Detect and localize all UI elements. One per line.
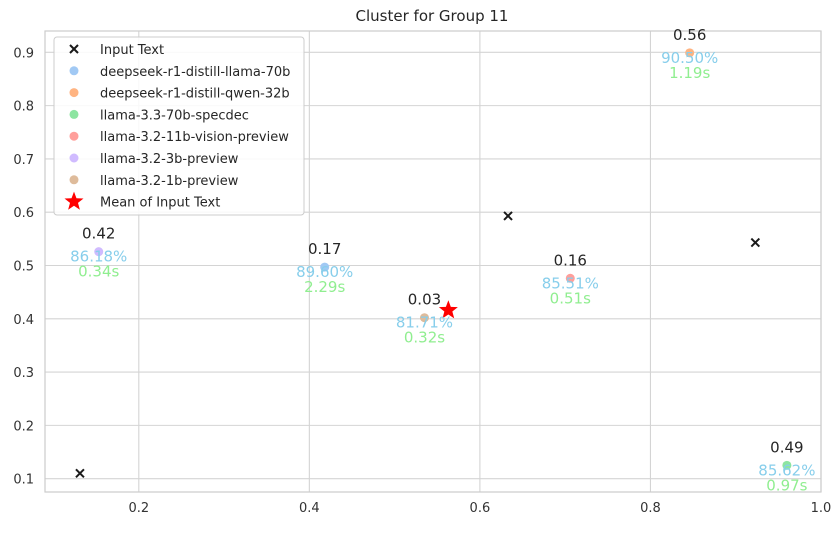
mean-star-marker [438, 300, 458, 319]
plot-frame [44, 30, 822, 493]
legend: Input Text deepseek-r1-distill-llama-70b d… [53, 36, 305, 216]
legend-dot-marker [69, 175, 79, 185]
score-label: 0.17 [308, 240, 341, 258]
accuracy-label: 89.60% [296, 263, 353, 281]
accuracy-label: 86.18% [70, 248, 127, 266]
model-point [685, 48, 695, 58]
y-tick-label: 0.2 [13, 419, 34, 434]
legend-dot-marker [69, 153, 79, 163]
legend-entry-label: llama-3.2-1b-preview [100, 174, 239, 189]
plot-border [44, 30, 822, 493]
legend-star-marker [64, 191, 84, 210]
y-tick-label: 0.3 [13, 366, 34, 381]
score-label: 0.56 [673, 26, 706, 44]
model-point [320, 262, 330, 272]
y-tick-label: 0.6 [13, 206, 34, 221]
score-label: 0.16 [554, 251, 587, 269]
legend-x-marker [69, 44, 79, 54]
data-marks [75, 48, 792, 479]
x-tick-label: 0.8 [640, 501, 661, 516]
y-tick-label: 0.7 [13, 153, 34, 168]
legend-dot-marker [69, 66, 79, 76]
y-tick-label: 0.8 [13, 100, 34, 115]
x-stroke [750, 237, 761, 248]
time-label: 0.34s [78, 263, 119, 281]
legend-entry-label: deepseek-r1-distill-llama-70b [100, 65, 290, 80]
model-point [94, 247, 104, 257]
legend-entry-label: llama-3.3-70b-specdec [100, 108, 249, 123]
time-label: 0.32s [404, 329, 445, 347]
y-tick-label: 0.5 [13, 259, 34, 274]
x-tick-label: 1.0 [811, 501, 832, 516]
x-stroke [69, 44, 79, 54]
accuracy-label: 85.51% [542, 274, 599, 292]
input-text-point [75, 468, 85, 479]
model-point [419, 313, 429, 323]
y-tick-label: 0.4 [13, 313, 34, 328]
input-text-point [503, 211, 513, 221]
legend-dot-marker [69, 131, 79, 141]
legend-entry-label: llama-3.2-3b-preview [100, 152, 239, 167]
axis-ticks: 0.2 0.4 0.6 0.8 1.0 0.1 0.2 0.3 0.4 0.5 0.6 0.7 0.8 0… [13, 46, 831, 516]
accuracy-label: 81.71% [396, 314, 453, 332]
score-label: 0.49 [770, 438, 803, 456]
grid [45, 31, 822, 492]
time-label: 0.97s [766, 476, 807, 494]
legend-entry-label: Input Text [100, 43, 164, 58]
legend-entry-label: deepseek-r1-distill-qwen-32b [100, 87, 290, 102]
x-stroke [503, 211, 513, 221]
model-point [782, 460, 792, 470]
y-tick-label: 0.9 [13, 46, 34, 61]
x-tick-label: 0.6 [470, 501, 491, 516]
legend-dot-marker [69, 109, 79, 119]
score-label: 0.03 [408, 291, 441, 309]
x-tick-label: 0.4 [299, 501, 320, 516]
x-stroke [75, 468, 85, 479]
x-tick-label: 0.2 [128, 501, 149, 516]
legend-box [53, 36, 305, 216]
legend-entry-label: llama-3.2-11b-vision-preview [100, 130, 289, 145]
score-label: 0.42 [82, 225, 115, 243]
time-label: 2.29s [304, 278, 345, 296]
time-label: 0.51s [550, 289, 591, 307]
input-text-point [750, 237, 761, 248]
time-label: 1.19s [669, 64, 710, 82]
accuracy-label: 90.50% [661, 49, 718, 67]
accuracy-label: 85.62% [758, 461, 815, 479]
legend-dot-marker [69, 88, 79, 98]
legend-entry-label: Mean of Input Text [100, 196, 220, 211]
model-point [565, 273, 575, 283]
data-labels: 0.17 89.60%2.29s 0.56 90.50%1.19s 0.49 85.62%… [70, 26, 815, 495]
chart-title: Cluster for Group 11 [356, 7, 509, 25]
y-tick-label: 0.1 [13, 473, 34, 488]
